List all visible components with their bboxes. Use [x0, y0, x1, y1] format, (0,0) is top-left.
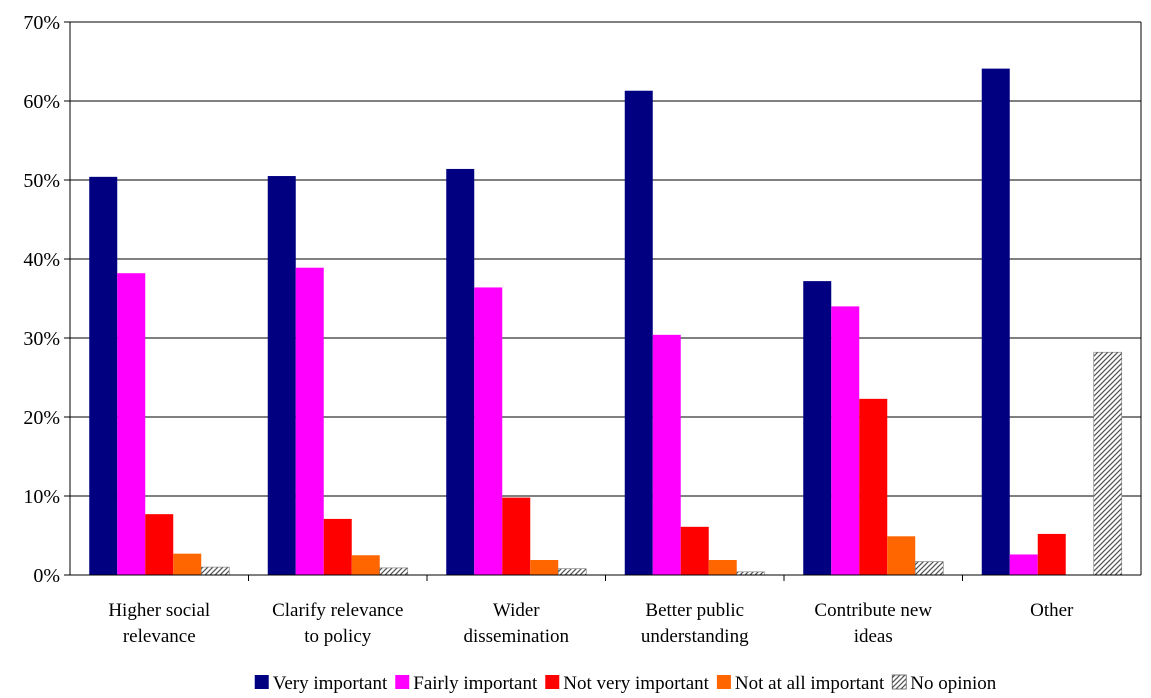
category-label-line: to policy: [304, 626, 372, 647]
legend-swatch-not-very-important: [545, 675, 560, 689]
legend: Very important Fairly important Not very i…: [254, 673, 997, 694]
category-label: Clarify relevance to policy: [272, 600, 403, 647]
bar-fairly-important: [831, 306, 860, 575]
bar-very-important: [267, 176, 296, 576]
bar-not-at-all-important: [351, 555, 380, 575]
category-label: Better public understanding: [641, 600, 749, 647]
category-label-line: Higher social: [108, 600, 210, 621]
legend-label: No opinion: [910, 673, 997, 694]
bar-no-opinion: [557, 568, 587, 576]
bar-very-important: [981, 68, 1010, 576]
x-category-labels: Higher social relevance Clarify relevance t…: [108, 600, 1074, 647]
category-label-line: Contribute new: [814, 600, 932, 621]
y-tick-labels: 0% 10% 20% 30% 40% 50% 60% 70%: [23, 12, 60, 587]
legend-label: Very important: [273, 673, 388, 694]
bar-not-at-all-important: [708, 559, 737, 575]
gridlines: [70, 21, 1141, 497]
legend-label: Fairly important: [413, 673, 538, 694]
bar-not-very-important: [323, 518, 352, 575]
bar-very-important: [89, 176, 118, 575]
bar-not-very-important: [145, 514, 174, 575]
bars: [89, 68, 1123, 576]
legend-swatch-not-at-all-important: [716, 675, 731, 689]
category-label: Wider dissemination: [463, 600, 569, 647]
category-label-line: Better public: [645, 600, 744, 621]
bar-fairly-important: [1009, 554, 1038, 575]
bar-no-opinion: [200, 566, 230, 576]
category-label-line: relevance: [123, 626, 196, 647]
bar-fairly-important: [295, 267, 324, 575]
category-label-line: ideas: [854, 626, 893, 647]
category-label-line: dissemination: [463, 626, 569, 647]
legend-swatch-fairly-important: [395, 675, 410, 689]
bar-not-very-important: [859, 398, 888, 575]
y-tick-label: 30%: [23, 328, 60, 350]
category-label-line: understanding: [641, 626, 749, 647]
bar-very-important: [624, 90, 653, 575]
category-label-line: Wider: [493, 600, 540, 621]
y-tick-label: 40%: [23, 249, 60, 271]
y-tick-label: 60%: [23, 91, 60, 113]
bar-no-opinion: [379, 567, 409, 576]
bar-not-at-all-important: [173, 553, 202, 575]
bar-no-opinion: [1093, 351, 1123, 576]
y-tick-label: 10%: [23, 486, 60, 508]
bar-not-at-all-important: [530, 559, 559, 575]
bar-not-very-important: [680, 526, 709, 575]
bar-very-important: [803, 281, 832, 575]
bar-fairly-important: [652, 334, 681, 575]
category-label: Contribute new ideas: [814, 600, 932, 647]
bar-no-opinion: [914, 561, 944, 576]
bar-not-very-important: [502, 497, 531, 575]
y-tick-label: 20%: [23, 407, 60, 429]
y-tick-label: 0%: [33, 565, 60, 587]
legend-label: Not at all important: [735, 673, 885, 694]
axes: [64, 21, 1142, 581]
category-label: Higher social relevance: [108, 600, 210, 647]
bar-not-very-important: [1037, 533, 1066, 575]
category-label: Other: [1030, 600, 1074, 621]
y-tick-label: 70%: [23, 12, 60, 34]
category-label-line: Clarify relevance: [272, 600, 403, 621]
bar-fairly-important: [474, 287, 503, 575]
legend-swatch-very-important: [254, 675, 269, 689]
bar-very-important: [446, 168, 475, 575]
bar-not-at-all-important: [887, 536, 916, 575]
bar-fairly-important: [117, 273, 146, 575]
legend-label: Not very important: [563, 673, 709, 694]
category-label-line: Other: [1030, 600, 1074, 621]
y-tick-label: 50%: [23, 170, 60, 192]
legend-swatch-no-opinion: [891, 674, 907, 690]
